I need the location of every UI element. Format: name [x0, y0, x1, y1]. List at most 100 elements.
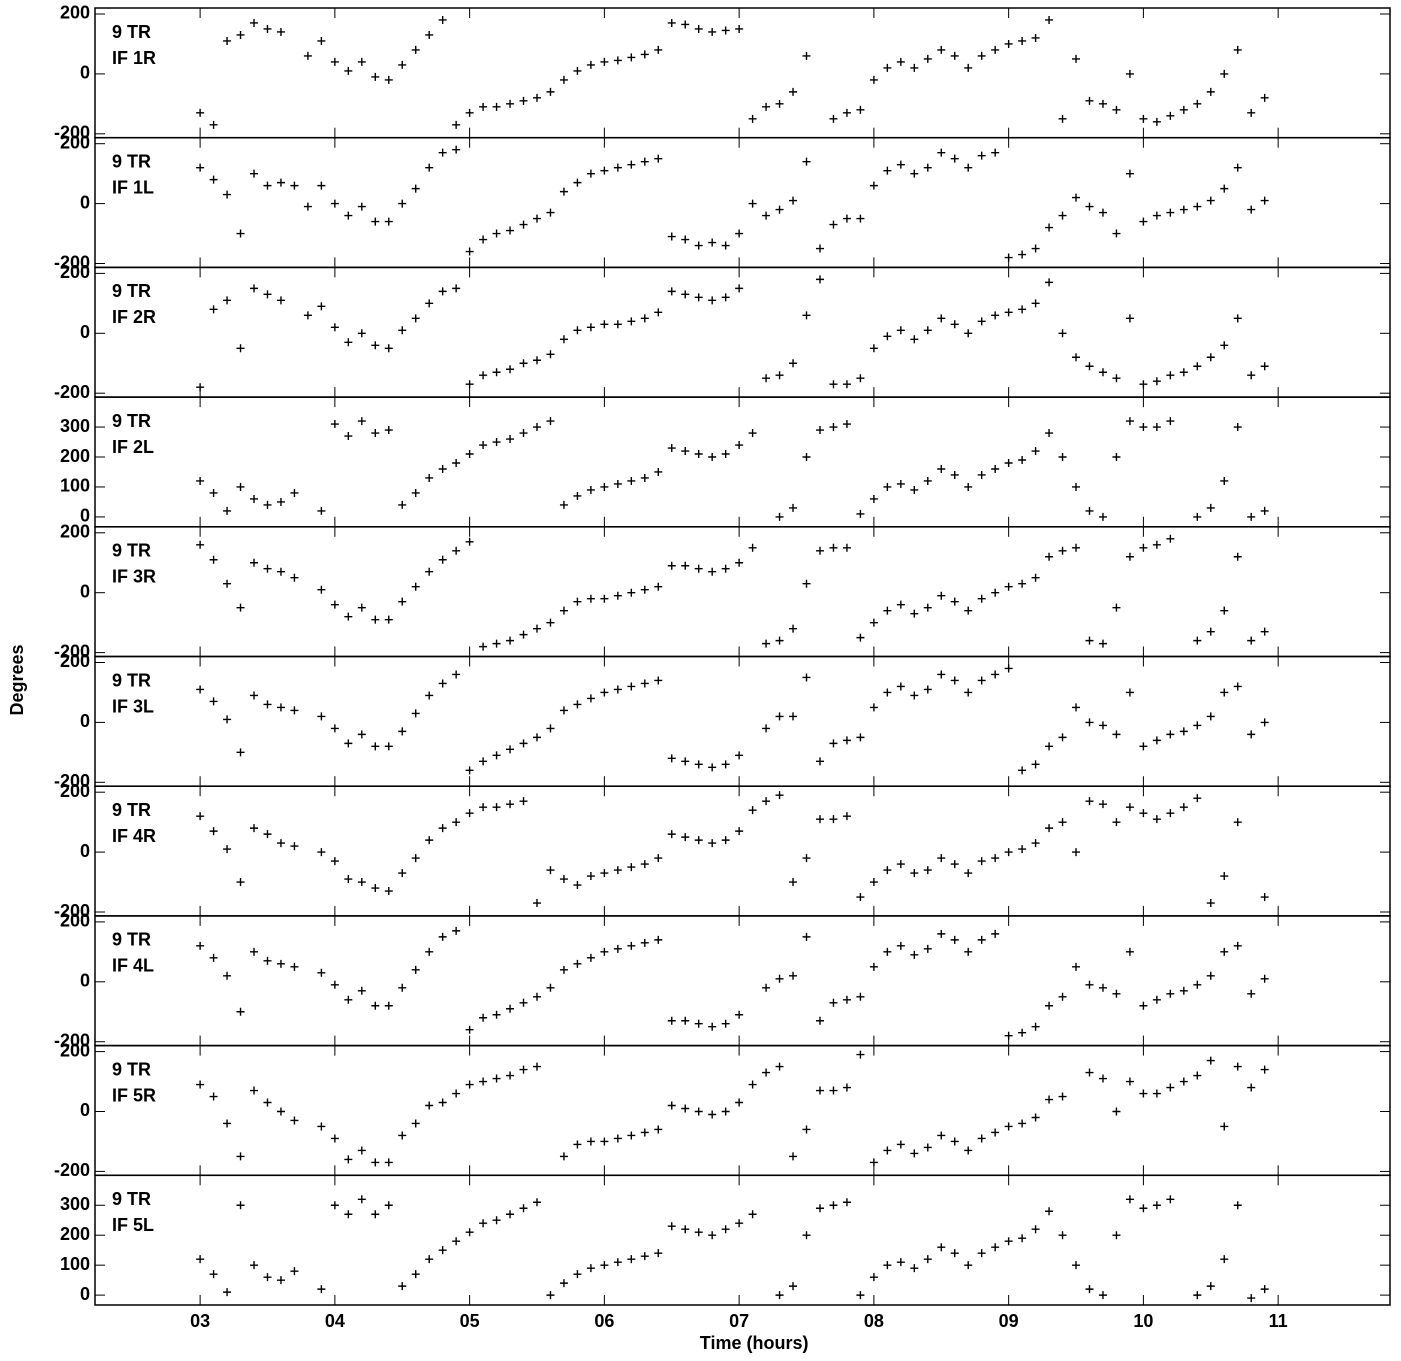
phase-point [977, 1134, 986, 1143]
phase-point [1233, 314, 1242, 323]
panel-label: 9 TR [112, 281, 151, 301]
phase-point [869, 494, 878, 503]
phase-point [627, 53, 636, 62]
phase-point [896, 57, 905, 66]
phase-point [438, 679, 447, 688]
phase-point [209, 555, 218, 564]
phase-point [452, 284, 461, 293]
phase-point [546, 350, 555, 359]
phase-point [196, 941, 205, 950]
phase-point [1058, 1231, 1067, 1240]
phase-point [1004, 39, 1013, 48]
y-tick-label: -200 [54, 382, 90, 402]
phase-point [708, 453, 717, 462]
points [196, 145, 1269, 262]
phase-point [748, 199, 757, 208]
phase-point [640, 50, 649, 59]
phase-point [789, 503, 798, 512]
phase-point [317, 302, 326, 311]
panel-label: 9 TR [112, 151, 151, 171]
phase-point [789, 971, 798, 980]
phase-point [694, 564, 703, 573]
phase-point [1179, 368, 1188, 377]
phase-point [344, 1155, 353, 1164]
phase-point [923, 603, 932, 612]
phase-point [1260, 1065, 1269, 1074]
phase-point [250, 947, 259, 956]
phase-point [236, 748, 245, 757]
phase-point [869, 618, 878, 627]
phase-point [1233, 163, 1242, 172]
phase-point [869, 962, 878, 971]
x-axis-label: Time (hours) [700, 1333, 809, 1353]
phase-point [519, 96, 528, 105]
phase-point [1031, 33, 1040, 42]
phase-point [856, 214, 865, 223]
phase-point [681, 290, 690, 299]
phase-point [991, 854, 1000, 863]
phase-point [600, 869, 609, 878]
phase-point [438, 15, 447, 24]
phase-point [1260, 362, 1269, 371]
phase-point [425, 299, 434, 308]
phase-point [250, 691, 259, 700]
phase-point [1220, 688, 1229, 697]
phase-point [815, 757, 824, 766]
phase-point [1206, 1282, 1215, 1291]
phase-point [775, 791, 784, 800]
phase-point [950, 51, 959, 60]
phase-point [438, 464, 447, 473]
phase-point [546, 866, 555, 875]
phase-point [1125, 688, 1134, 697]
phase-point [600, 166, 609, 175]
phase-point [492, 102, 501, 111]
phase-point [950, 470, 959, 479]
phase-point [1166, 111, 1175, 120]
y-tick-label: 200 [60, 1040, 90, 1060]
phase-point [937, 464, 946, 473]
phase-point [479, 803, 488, 812]
phase-point [357, 202, 366, 211]
phase-point [1085, 1068, 1094, 1077]
panel-label: 9 TR [112, 411, 151, 431]
y-tick-label: 200 [60, 651, 90, 671]
phase-point [937, 854, 946, 863]
phase-point [681, 757, 690, 766]
y-tick-label: 300 [60, 1194, 90, 1214]
phase-point [964, 63, 973, 72]
phase-point [667, 1222, 676, 1231]
phase-point [748, 543, 757, 552]
phase-point [1179, 1077, 1188, 1086]
phase-point [1058, 1092, 1067, 1101]
phase-point [775, 205, 784, 214]
phase-point [1260, 627, 1269, 636]
panel-label: IF 5R [112, 1085, 156, 1105]
phase-point [923, 685, 932, 694]
phase-point [586, 323, 595, 332]
phase-point [991, 1128, 1000, 1137]
phase-point [735, 284, 744, 293]
phase-point [1166, 730, 1175, 739]
phase-point [371, 72, 380, 81]
phase-point [910, 691, 919, 700]
phase-point [937, 314, 946, 323]
phase-point [452, 670, 461, 679]
phase-point [600, 688, 609, 697]
phase-point [789, 712, 798, 721]
panel-frame [94, 1174, 1391, 1306]
phase-point [263, 24, 272, 33]
phase-point [654, 676, 663, 685]
phase-point [762, 639, 771, 648]
phase-point [640, 314, 649, 323]
phase-point [842, 736, 851, 745]
y-tick-label: 0 [80, 971, 90, 991]
phase-point [519, 220, 528, 229]
phase-point [1031, 573, 1040, 582]
phase-point [492, 368, 501, 377]
phase-point [721, 1107, 730, 1116]
phase-point [1125, 314, 1134, 323]
phase-point [344, 66, 353, 75]
phase-point [802, 673, 811, 682]
phase-point [1193, 202, 1202, 211]
phase-point [546, 983, 555, 992]
